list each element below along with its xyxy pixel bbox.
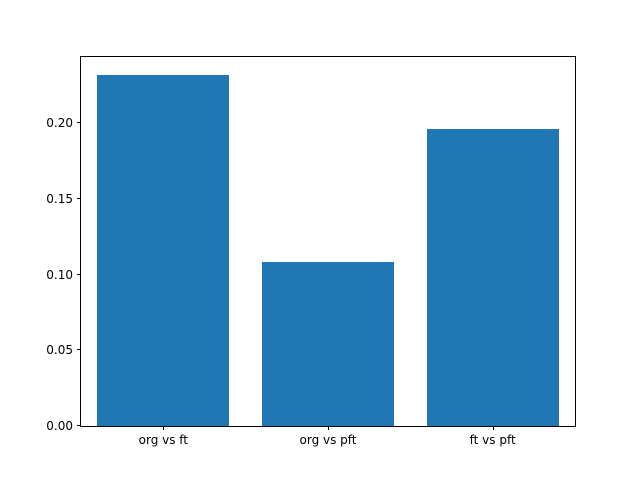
y-tick-label: 0.20 [46,116,73,131]
y-tick-mark [77,122,81,124]
x-tick-label: org vs pft [299,433,357,447]
bar [426,129,559,426]
x-tick-mark [328,426,329,430]
y-tick-mark [77,349,81,351]
y-tick-label: 0.00 [46,419,73,433]
y-tick-mark [77,425,81,426]
x-tick-label: org vs ft [138,433,189,447]
y-tick-label: 0.15 [46,191,73,206]
bars-container [81,57,575,426]
bar [262,262,394,426]
y-tick-mark [77,273,81,275]
x-tick-mark [492,426,494,430]
plot-area: 0.00 0.05 0.10 0.15 0.20 org vs ft org vs pft… [46,56,576,447]
y-tick-mark [77,197,81,199]
x-tick-mark [163,426,165,430]
y-tick-label: 0.05 [46,343,73,358]
x-tick-label: ft vs pft [469,433,516,447]
y-tick-label: 0.10 [46,267,73,282]
bar [97,74,230,426]
